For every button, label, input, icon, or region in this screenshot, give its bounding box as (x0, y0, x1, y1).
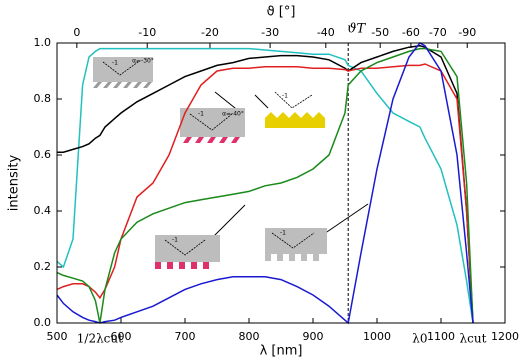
y-tick-label: 0.8 (34, 92, 52, 105)
inset-box (93, 57, 153, 82)
x2-tick-label: -40 (317, 26, 335, 39)
y-tick-label: 0.6 (34, 148, 52, 161)
grating (93, 82, 152, 88)
y-tick-label: 1.0 (34, 36, 52, 49)
plot-frame (56, 42, 506, 324)
x2-tick-label: -70 (429, 26, 447, 39)
ray (274, 91, 313, 109)
inset-label: -1 (280, 230, 286, 237)
ray (189, 113, 233, 131)
y-axis-label: intensity (7, 155, 22, 212)
x-tick-label: 900 (303, 330, 324, 343)
y-tick-label: 0.2 (34, 260, 52, 273)
special-x-label: 1/2λcut (77, 332, 123, 346)
grating (155, 262, 209, 269)
grating (265, 112, 325, 128)
x-tick-label: 1200 (491, 330, 519, 343)
inset-box (155, 235, 220, 262)
ray (164, 239, 206, 256)
x-tick-label: 1100 (427, 330, 455, 343)
inset-box (180, 108, 245, 137)
inset-label: α=-40° (222, 111, 244, 118)
y-tick-label: 0.4 (34, 204, 52, 217)
x-axis-label: λ [nm] (260, 344, 303, 359)
series-line (56, 47, 474, 324)
x-tick-label: 1000 (363, 330, 391, 343)
special-x-label: λ0 (412, 332, 427, 346)
series-line (56, 63, 474, 324)
x-tick-label: 700 (175, 330, 196, 343)
x2-tick-label: -20 (201, 26, 219, 39)
x2-tick-label: 0 (73, 26, 80, 39)
insets: α=-30° α=-40° -1 -1 -1 -1 -1 (93, 57, 369, 269)
inset-label: -1 (172, 237, 178, 244)
leader-line (254, 94, 269, 109)
x2-tick-label: -60 (402, 26, 420, 39)
y-tick-label: 0.0 (34, 316, 52, 329)
grating (265, 254, 319, 261)
x2-axis-label: ϑ [°] (267, 5, 296, 20)
x2-tick-label: -90 (458, 26, 476, 39)
special-x-label: λcut (460, 332, 487, 346)
inset-label: -1 (198, 111, 204, 118)
x2-tick-label: -30 (261, 26, 279, 39)
grating (183, 137, 240, 143)
x-tick-label: 800 (239, 330, 260, 343)
series-line (57, 45, 474, 324)
series-line (56, 47, 474, 324)
inset-box (265, 228, 327, 254)
inset-label: -1 (112, 60, 118, 67)
threshold-label: ϑT (347, 22, 366, 37)
x2-tick-label: -10 (138, 26, 156, 39)
x2-tick-label: -50 (371, 26, 389, 39)
x-tick-label: 500 (47, 330, 68, 343)
x-tick-label: 600 (111, 330, 132, 343)
inset-label: -1 (282, 93, 288, 100)
inset-label: α=-30° (132, 58, 154, 65)
ray (271, 232, 315, 249)
ray (102, 61, 139, 76)
